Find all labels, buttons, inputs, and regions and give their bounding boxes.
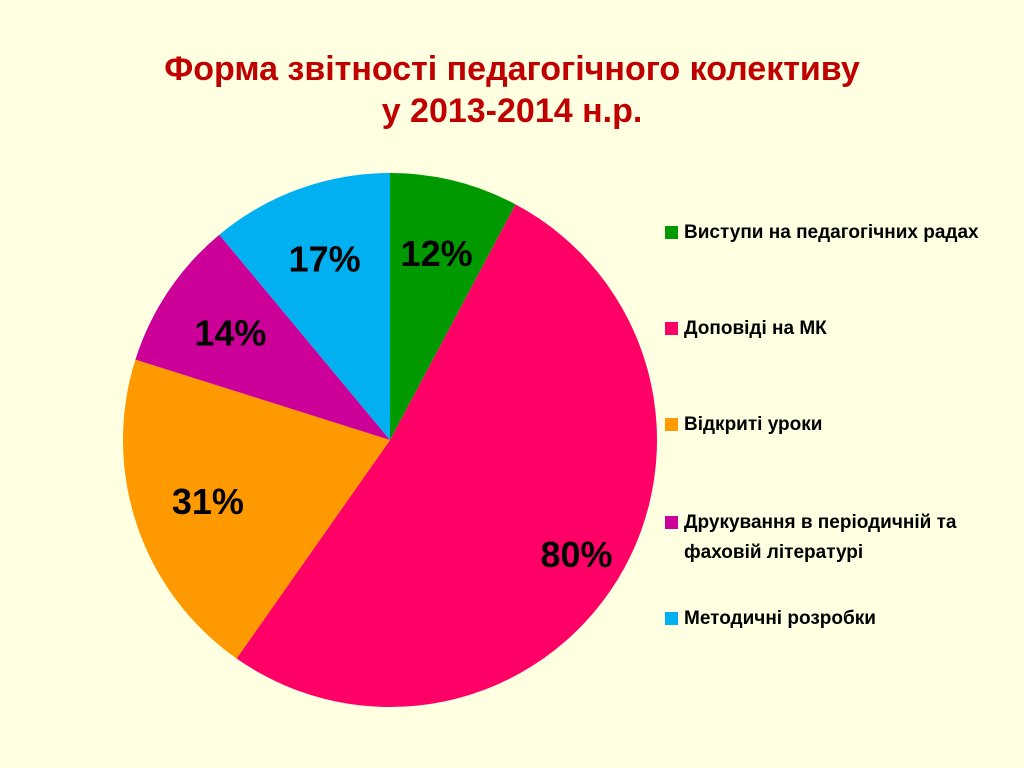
data-label-open-lessons: 31%	[172, 481, 244, 522]
legend-swatch-methodical	[665, 612, 678, 625]
legend-swatch-reports	[665, 322, 678, 335]
legend-swatch-publications	[665, 516, 678, 529]
legend-item-reports: Доповіді на МК	[665, 314, 1010, 344]
legend-label-reports: Доповіді на МК	[684, 318, 827, 339]
legend-label-speeches: Виступи на педагогічних радах	[684, 222, 979, 243]
chart-title: Форма звітності педагогічного колективу …	[0, 48, 1024, 132]
pie-slice-reports	[236, 204, 657, 707]
legend-item-methodical: Методичні розробки	[665, 604, 1010, 634]
legend-swatch-open-lessons	[665, 418, 678, 431]
legend-item-open-lessons: Відкриті уроки	[665, 410, 1010, 440]
legend-item-speeches: Виступи на педагогічних радах	[665, 218, 1010, 248]
data-label-reports: 80%	[541, 534, 613, 575]
legend-swatch-speeches	[665, 226, 678, 239]
chart-title-line-1: Форма звітності педагогічного колективу	[164, 50, 860, 88]
pie-slice-open-lessons	[122, 359, 391, 659]
chart-title-line-2: у 2013-2014 н.р.	[381, 92, 643, 130]
data-label-speeches: 12%	[401, 233, 473, 274]
legend-label-open-lessons: Відкриті уроки	[684, 414, 823, 435]
pie-slice-speeches	[390, 173, 516, 440]
legend-item-publications: Друкування в періодичній та фаховій літе…	[665, 508, 1010, 568]
pie-slice-publications	[135, 234, 390, 440]
legend-label-publications: Друкування в періодичній та фаховій літе…	[684, 512, 957, 563]
data-label-methodical: 17%	[289, 239, 361, 280]
data-label-publications: 14%	[194, 312, 266, 353]
pie-slice-methodical	[219, 173, 390, 440]
legend-label-methodical: Методичні розробки	[684, 608, 876, 629]
